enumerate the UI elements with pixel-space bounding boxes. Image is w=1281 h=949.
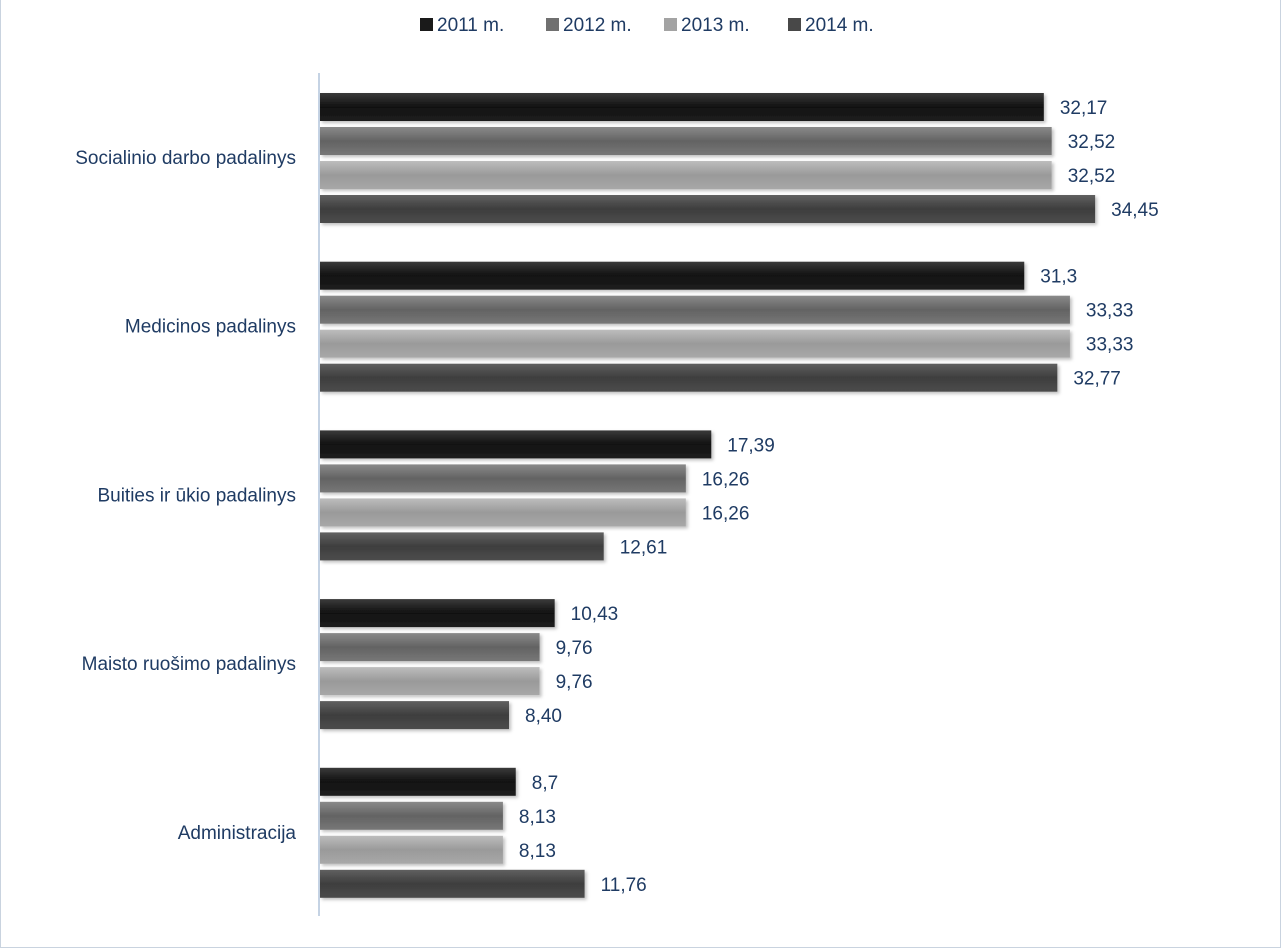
data-label-socialinio-darbo-padalinys-2011-m: 32,17 [1060, 98, 1108, 119]
data-label-administracija-2012-m: 8,13 [519, 807, 556, 828]
chart-legend: 2011 m. 2012 m. 2013 m. 2014 m. [420, 15, 874, 36]
bar-buities-ir-ukio-padalinys-2012-m [320, 464, 686, 493]
legend-label-2014-m: 2014 m. [805, 15, 874, 36]
category-label-buities-ir-ukio-padalinys: Buities ir ūkio padalinys [97, 485, 296, 506]
data-label-buities-ir-ukio-padalinys-2011-m: 17,39 [727, 435, 775, 456]
bar-medicinos-padalinys-2013-m [320, 329, 1070, 358]
category-label-administracija: Administracija [178, 823, 297, 844]
data-label-maisto-ruosimo-padalinys-2012-m: 9,76 [556, 638, 593, 659]
bars [320, 93, 1096, 898]
bar-medicinos-padalinys-2012-m [320, 295, 1070, 324]
legend-swatch-2011-m [420, 18, 433, 31]
bar-administracija-2013-m [320, 835, 503, 864]
data-label-buities-ir-ukio-padalinys-2014-m: 12,61 [620, 537, 668, 558]
data-label-socialinio-darbo-padalinys-2014-m: 34,45 [1111, 200, 1159, 221]
bar-socialinio-darbo-padalinys-2013-m [320, 161, 1052, 189]
data-label-medicinos-padalinys-2012-m: 33,33 [1086, 301, 1134, 322]
data-label-administracija-2013-m: 8,13 [519, 841, 556, 862]
bar-buities-ir-ukio-padalinys-2011-m [320, 430, 712, 459]
legend-swatch-2012-m [546, 18, 559, 31]
data-label-medicinos-padalinys-2011-m: 31,3 [1040, 267, 1077, 288]
data-label-socialinio-darbo-padalinys-2012-m: 32,52 [1068, 132, 1116, 153]
legend-label-2013-m: 2013 m. [681, 15, 750, 36]
bar-administracija-2014-m [320, 869, 585, 898]
data-label-administracija-2014-m: 11,76 [601, 875, 647, 896]
data-label-buities-ir-ukio-padalinys-2012-m: 16,26 [702, 469, 750, 490]
legend-label-2011-m: 2011 m. [437, 15, 504, 36]
data-label-maisto-ruosimo-padalinys-2013-m: 9,76 [556, 672, 593, 693]
category-label-medicinos-padalinys: Medicinos padalinys [125, 317, 296, 338]
bar-socialinio-darbo-padalinys-2014-m [320, 195, 1096, 223]
bar-maisto-ruosimo-padalinys-2013-m [320, 667, 540, 696]
bar-medicinos-padalinys-2011-m [320, 261, 1025, 290]
legend-label-2012-m: 2012 m. [563, 15, 632, 36]
data-label-buities-ir-ukio-padalinys-2013-m: 16,26 [702, 503, 750, 524]
data-label-maisto-ruosimo-padalinys-2011-m: 10,43 [571, 604, 619, 625]
category-labels: Socialinio darbo padalinys Medicinos pada… [75, 148, 296, 844]
category-label-maisto-ruosimo-padalinys: Maisto ruošimo padalinys [82, 654, 296, 675]
bar-socialinio-darbo-padalinys-2012-m [320, 127, 1052, 155]
data-labels: 32,17 32,52 32,52 34,45 31,3 33,33 33,33 32,77 1… [519, 98, 1159, 896]
bar-socialinio-darbo-padalinys-2011-m [320, 93, 1044, 121]
data-label-medicinos-padalinys-2013-m: 33,33 [1086, 335, 1134, 356]
bar-medicinos-padalinys-2014-m [320, 363, 1058, 392]
bar-buities-ir-ukio-padalinys-2014-m [320, 532, 604, 561]
category-label-socialinio-darbo-padalinys: Socialinio darbo padalinys [75, 148, 296, 169]
data-label-medicinos-padalinys-2014-m: 32,77 [1073, 369, 1121, 390]
data-label-administracija-2011-m: 8,7 [532, 773, 558, 794]
bar-administracija-2011-m [320, 767, 516, 796]
legend-swatch-2013-m [664, 18, 677, 31]
bar-buities-ir-ukio-padalinys-2013-m [320, 498, 686, 527]
bar-maisto-ruosimo-padalinys-2014-m [320, 701, 509, 730]
legend-swatch-2014-m [788, 18, 801, 31]
bar-administracija-2012-m [320, 801, 503, 830]
data-label-maisto-ruosimo-padalinys-2014-m: 8,40 [525, 706, 562, 727]
data-label-socialinio-darbo-padalinys-2013-m: 32,52 [1068, 166, 1116, 187]
bar-maisto-ruosimo-padalinys-2011-m [320, 599, 555, 628]
bar-maisto-ruosimo-padalinys-2012-m [320, 633, 540, 662]
